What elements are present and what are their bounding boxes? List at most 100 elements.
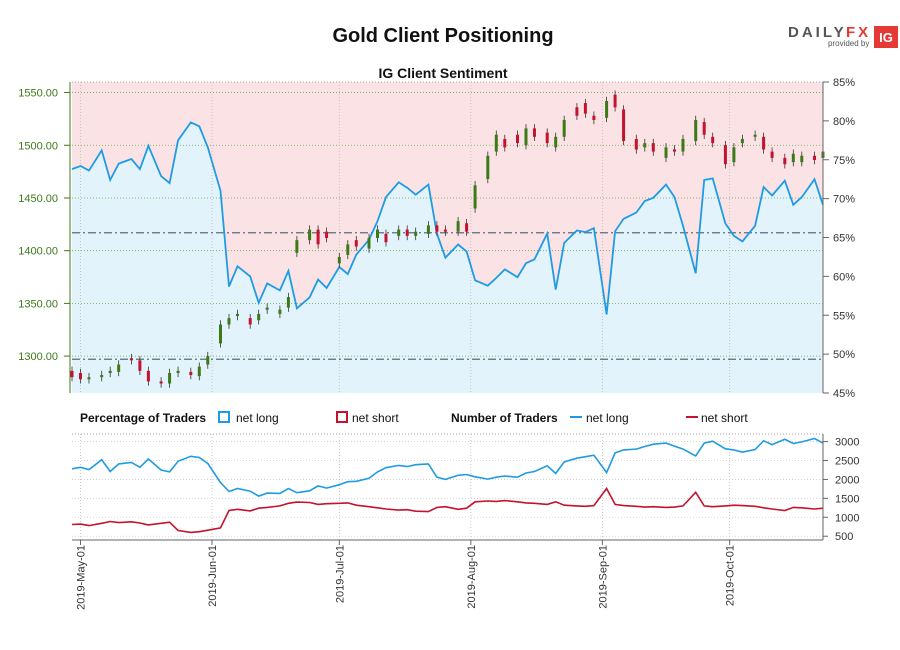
price-candle — [694, 119, 698, 142]
price-candle — [168, 372, 172, 384]
price-candle — [346, 244, 350, 255]
traders-tick-label: 3000 — [835, 437, 859, 449]
date-tick-label: 2019-May-01 — [75, 545, 87, 610]
price-candle — [219, 324, 223, 344]
price-candle — [503, 138, 507, 148]
price-tick-label: 1500.00 — [18, 140, 58, 152]
net-long-line — [71, 121, 824, 315]
traders-net-short-line — [71, 487, 824, 534]
brand-provided-text: provided by — [828, 39, 869, 48]
brand-accent-text: FX — [846, 24, 871, 41]
price-candle — [117, 364, 121, 372]
price-candle — [414, 231, 418, 236]
ig-logo-box — [874, 26, 898, 48]
price-candle — [206, 356, 210, 365]
price-candle — [783, 157, 787, 165]
traders-tick-label: 2500 — [835, 456, 859, 468]
dailyfx-logo: DAILY FX provided by IG — [788, 24, 898, 48]
date-tick-label: 2019-Oct-01 — [725, 545, 737, 606]
legend-pct-short-swatch — [336, 411, 348, 423]
percentage-tick-label: 80% — [833, 116, 855, 128]
price-candle — [100, 375, 104, 378]
legend-pct-short-label: net short — [352, 411, 399, 425]
price-candle — [316, 229, 320, 245]
chart-subtitle: IG Client Sentiment — [378, 65, 507, 81]
price-candle — [108, 370, 112, 373]
price-candle — [664, 147, 668, 158]
price-candle — [375, 229, 379, 239]
price-candle — [473, 185, 477, 209]
price-candle — [87, 377, 91, 380]
price-tick-label: 1450.00 — [18, 193, 58, 205]
price-candle — [295, 240, 299, 253]
price-candle — [643, 143, 647, 148]
price-tick-label: 1350.00 — [18, 298, 58, 310]
price-candle — [622, 109, 626, 142]
price-candle — [78, 372, 82, 380]
price-candle — [672, 149, 676, 152]
price-candle — [397, 229, 401, 236]
price-candle — [532, 128, 536, 137]
percentage-tick-label: 60% — [833, 271, 855, 283]
price-candle — [384, 233, 388, 243]
percentage-axis: 45% 50% 55% 60% 65% 70% 75% 80% 85% — [822, 77, 855, 400]
price-candle — [189, 371, 193, 376]
price-candle — [227, 318, 231, 325]
price-candle — [286, 297, 290, 308]
price-candle — [138, 360, 142, 371]
price-candle — [681, 138, 685, 152]
price-candle — [613, 94, 617, 108]
price-candle — [634, 138, 638, 150]
brand-main-text: DAILY — [788, 24, 847, 41]
price-axis: 1300.00 1350.00 1400.00 1450.00 1500.00 1550.… — [18, 82, 71, 393]
traders-plot — [71, 433, 824, 540]
price-candle — [197, 366, 201, 377]
price-candle — [405, 229, 409, 236]
legend-num-long-label: net long — [586, 411, 629, 425]
price-candle — [494, 134, 498, 152]
ig-logo-text: IG — [879, 30, 893, 45]
price-candle — [426, 225, 430, 234]
date-tick-label: 2019-Jul-01 — [334, 545, 346, 603]
date-tick-label: 2019-Sep-01 — [597, 545, 609, 609]
price-candle — [325, 231, 329, 239]
legend-pct-long-label: net long — [236, 411, 279, 425]
price-tick-label: 1400.00 — [18, 246, 58, 258]
net-long-area — [72, 122, 823, 394]
price-candle — [129, 358, 133, 361]
price-tick-label: 1550.00 — [18, 88, 58, 100]
price-candle — [465, 223, 469, 232]
price-candle — [367, 238, 371, 249]
percentage-tick-label: 55% — [833, 310, 855, 322]
traders-axis: 500 1000 1500 2000 2500 3000 — [72, 434, 859, 543]
legend-percentage-title: Percentage of Traders — [80, 411, 206, 425]
price-candle — [70, 370, 74, 378]
percentage-tick-label: 75% — [833, 155, 855, 167]
chart-title: Gold Client Positioning — [332, 25, 553, 47]
price-candle — [278, 309, 282, 314]
price-candle — [516, 134, 520, 144]
percentage-tick-label: 50% — [833, 349, 855, 361]
sentiment-plot — [70, 81, 825, 394]
price-candle — [248, 318, 252, 325]
price-candle — [443, 229, 447, 232]
price-candle — [723, 145, 727, 165]
percentage-tick-label: 65% — [833, 233, 855, 245]
traders-net-long-line — [71, 437, 824, 497]
price-candle — [354, 240, 358, 247]
price-candle — [337, 257, 341, 264]
traders-tick-label: 1500 — [835, 493, 859, 505]
price-candle — [146, 370, 150, 382]
price-candle — [435, 225, 439, 232]
percentage-tick-label: 70% — [833, 194, 855, 206]
price-candle — [583, 103, 587, 114]
price-candle — [740, 138, 744, 144]
price-candle — [486, 155, 490, 179]
price-candle — [176, 370, 180, 373]
price-candle — [257, 313, 261, 321]
date-tick-label: 2019-Aug-01 — [466, 545, 478, 609]
price-candle — [575, 107, 579, 116]
traders-tick-label: 500 — [835, 531, 853, 543]
price-candle — [732, 147, 736, 163]
